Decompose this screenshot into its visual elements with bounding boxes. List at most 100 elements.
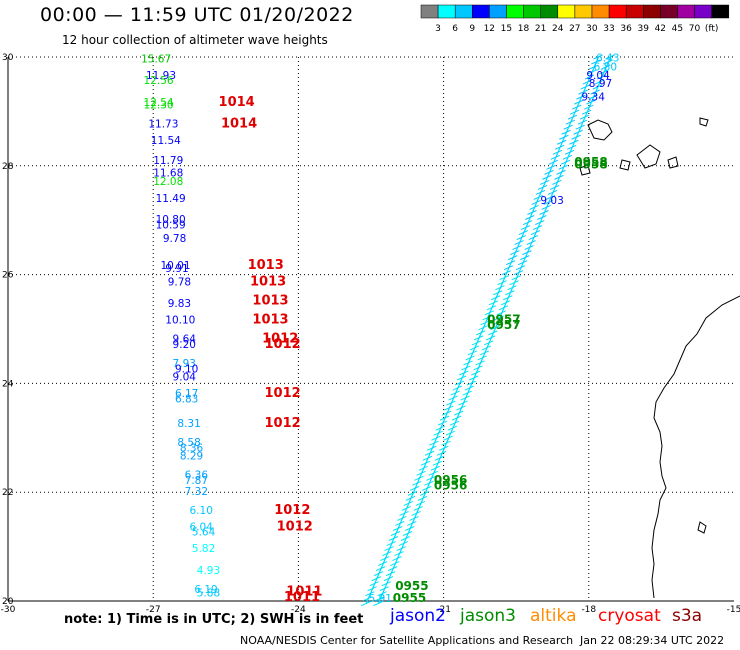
y-tick-label: 26 bbox=[2, 271, 14, 281]
legend-swatch bbox=[557, 4, 576, 19]
time-label: 0955 bbox=[395, 579, 428, 593]
time-label: 0956 bbox=[434, 478, 467, 492]
time-label: 0957 bbox=[487, 313, 520, 327]
x-tick-label: -21 bbox=[436, 605, 451, 615]
legend-s3a: s3a bbox=[672, 606, 703, 626]
legend-swatch bbox=[625, 4, 644, 19]
x-tick-label: -27 bbox=[146, 605, 161, 615]
track-swh-label: 5.91 bbox=[369, 593, 392, 605]
swh-label: 8.29 bbox=[180, 451, 203, 463]
swh-label: 6.19 bbox=[194, 584, 217, 596]
track-swh-label: 9.04 bbox=[586, 70, 610, 82]
track-tick bbox=[360, 601, 371, 607]
track-swh-label: 6.80 bbox=[594, 62, 617, 74]
color-legend: 3 6 9 12 15 18 21 24 27 30 33 36 39 42 45 70 (ft) bbox=[420, 4, 730, 34]
legend-label: 42 bbox=[655, 24, 666, 34]
swh-label: 11.68 bbox=[153, 168, 183, 180]
legend-label: (ft) bbox=[705, 24, 719, 34]
swh-label: 10.01 bbox=[160, 260, 190, 272]
pressure-label: 1013 bbox=[248, 258, 284, 273]
y-tick-label: 28 bbox=[2, 162, 14, 172]
swh-label: 11.54 bbox=[151, 135, 181, 147]
footnote: note: 1) Time is in UTC; 2) SWH is in fe… bbox=[64, 612, 364, 627]
legend-swatch bbox=[506, 4, 524, 19]
legend-altika: altika bbox=[530, 606, 577, 626]
x-tick-label: -18 bbox=[581, 605, 596, 615]
track-swh-label: 8.97 bbox=[589, 78, 612, 90]
swh-label: 4.93 bbox=[197, 565, 220, 577]
time-label: 0956 bbox=[434, 473, 467, 487]
swh-label: 11.79 bbox=[153, 155, 183, 167]
legend-label: 30 bbox=[586, 24, 598, 34]
y-tick-label: 24 bbox=[2, 379, 14, 389]
legend-label: 21 bbox=[535, 24, 546, 34]
swh-label: 6.36 bbox=[185, 470, 209, 482]
legend-swatch bbox=[489, 4, 507, 19]
swh-label: 10.80 bbox=[156, 214, 186, 226]
satellite-tracks bbox=[360, 54, 615, 607]
legend-label: 24 bbox=[552, 24, 564, 34]
pressure-label: 1012 bbox=[262, 332, 298, 347]
swh-label: 9.20 bbox=[173, 339, 196, 351]
swh-label: 7.93 bbox=[173, 358, 196, 370]
swh-label: 11.93 bbox=[146, 70, 176, 82]
legend-swatch bbox=[523, 4, 541, 19]
legend-label: 12 bbox=[484, 24, 495, 34]
legend-label: 18 bbox=[518, 24, 530, 34]
time-label: 0958 bbox=[574, 158, 607, 172]
swh-label: 9.91 bbox=[165, 263, 188, 275]
swh-label: 6.10 bbox=[190, 505, 213, 517]
swh-label: 9.10 bbox=[175, 364, 198, 376]
map-title: 00:00 — 11:59 UTC 01/20/2022 bbox=[40, 4, 354, 26]
swh-label: 5.82 bbox=[192, 543, 215, 555]
swh-label: 12.30 bbox=[144, 100, 174, 112]
swh-label: 9.83 bbox=[168, 298, 191, 310]
pressure-label: 1011 bbox=[284, 590, 320, 605]
credit-text: NOAA/NESDIS Center for Satellite Applica… bbox=[240, 634, 574, 647]
track-line bbox=[365, 56, 600, 604]
legend-swatch bbox=[540, 4, 559, 19]
legend-swatch bbox=[437, 4, 456, 19]
legend-label: 15 bbox=[501, 24, 512, 34]
pressure-label: 1012 bbox=[265, 386, 301, 401]
swh-label: 15.67 bbox=[141, 53, 171, 65]
pressure-label: 1013 bbox=[252, 294, 288, 309]
swh-label: 7.32 bbox=[185, 486, 208, 498]
track-swh-label: 6.43 bbox=[596, 52, 619, 64]
legend-swatch bbox=[711, 4, 730, 19]
swh-label: 9.04 bbox=[173, 372, 197, 384]
legend-jason3: jason3 bbox=[460, 606, 516, 626]
track-swh-label: 9.03 bbox=[540, 195, 563, 207]
legend-label: 70 bbox=[689, 24, 701, 34]
pressure-label: 1012 bbox=[265, 337, 301, 352]
lat-lon-grid: -30 -27 -24 -21 -18 -15 30 28 26 24 22 20 bbox=[1, 53, 740, 615]
swh-label: 12.54 bbox=[144, 97, 174, 109]
swh-label: 11.73 bbox=[148, 119, 178, 131]
map-subtitle: 12 hour collection of altimeter wave hei… bbox=[62, 33, 328, 47]
pressure-label: 1011 bbox=[286, 585, 322, 600]
legend-swatch bbox=[454, 4, 473, 19]
legend-label: 39 bbox=[637, 24, 649, 34]
swh-label: 7.87 bbox=[185, 475, 208, 487]
x-tick-label: -15 bbox=[727, 605, 740, 615]
legend-swatch bbox=[643, 4, 661, 19]
y-tick-label: 20 bbox=[2, 597, 14, 607]
pressure-label: 1012 bbox=[277, 519, 313, 534]
swh-label: 5.88 bbox=[197, 588, 220, 600]
swh-label: 9.64 bbox=[173, 334, 197, 346]
track-tick bbox=[373, 601, 383, 607]
swh-label: 9.78 bbox=[163, 233, 186, 245]
swh-label: 8.31 bbox=[177, 418, 200, 430]
legend-label: 45 bbox=[672, 24, 683, 34]
pressure-label: 1012 bbox=[265, 416, 301, 431]
x-tick-label: -30 bbox=[1, 605, 16, 615]
legend-swatch bbox=[574, 4, 593, 19]
track-swh-label: 9.34 bbox=[582, 92, 606, 104]
time-label: 0955 bbox=[393, 591, 426, 605]
track-line bbox=[377, 56, 612, 604]
legend-label: 33 bbox=[603, 24, 614, 34]
legend-swatch bbox=[420, 4, 439, 19]
pressure-label: 1012 bbox=[274, 503, 310, 518]
swh-label: 9.78 bbox=[168, 276, 191, 288]
